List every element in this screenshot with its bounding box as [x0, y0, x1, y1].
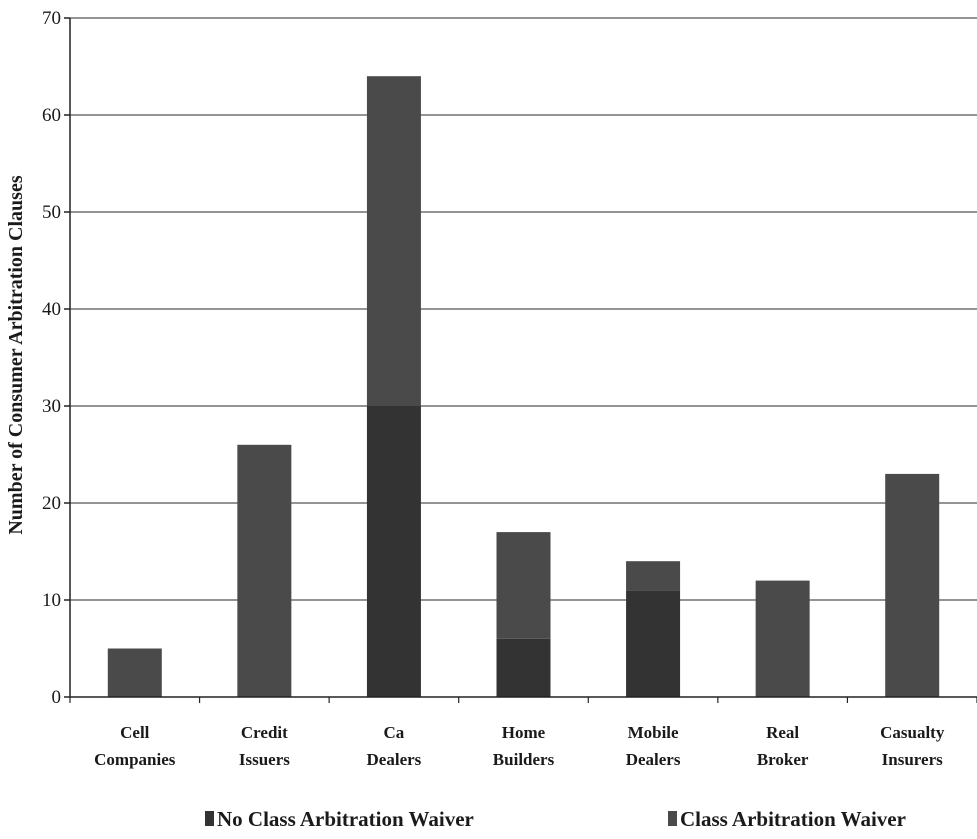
bar-no-waiver-4	[626, 590, 681, 697]
y-tick-label-20: 20	[42, 493, 61, 514]
bars	[107, 76, 940, 697]
bar-waiver-4	[626, 561, 681, 591]
legend-label-0: No Class Arbitration Waiver	[217, 807, 474, 831]
category-label-2-1: Dealers	[367, 750, 422, 769]
y-tick-label-0: 0	[52, 687, 62, 708]
category-label-4-1: Dealers	[626, 750, 681, 769]
category-labels: Cell Companies Credit Issuers Ca Dealers Home B…	[94, 723, 945, 769]
y-tick-label-60: 60	[42, 105, 61, 126]
y-axis-label: Number of Consumer Arbitration Clauses	[5, 175, 27, 534]
y-tick-label-40: 40	[42, 299, 61, 320]
bar-waiver-2	[366, 76, 421, 406]
y-tick-label-70: 70	[42, 8, 61, 29]
y-tick-labels: 0 10 20 30 40 50 60 70	[42, 8, 61, 708]
legend-swatch-0	[205, 811, 214, 826]
bar-waiver-6	[885, 473, 940, 697]
y-tick-label-50: 50	[42, 202, 61, 223]
gridlines	[70, 17, 977, 601]
category-label-1-0: Credit	[241, 723, 288, 742]
category-label-0-1: Companies	[94, 750, 176, 769]
bar-waiver-0	[107, 648, 162, 697]
legend-swatch-1	[668, 811, 677, 826]
bar-waiver-1	[237, 444, 292, 697]
category-label-3-0: Home	[502, 723, 546, 742]
legend-label-1: Class Arbitration Waiver	[680, 807, 906, 831]
category-label-6-0: Casualty	[880, 723, 945, 742]
y-tick-label-10: 10	[42, 590, 61, 611]
bar-waiver-3	[496, 532, 551, 639]
y-tick-label-30: 30	[42, 396, 61, 417]
category-label-1-1: Issuers	[239, 750, 290, 769]
category-label-2-0: Ca	[384, 723, 405, 742]
bar-no-waiver-3	[496, 638, 551, 697]
bar-waiver-5	[755, 580, 810, 697]
category-label-5-0: Real	[766, 723, 799, 742]
legend: No Class Arbitration Waiver Class Arbitra…	[205, 807, 906, 831]
category-label-3-1: Builders	[493, 750, 555, 769]
category-label-5-1: Broker	[757, 750, 809, 769]
bar-no-waiver-2	[366, 406, 421, 697]
category-label-6-1: Insurers	[882, 750, 943, 769]
category-label-4-0: Mobile	[628, 723, 679, 742]
category-label-0-0: Cell	[120, 723, 150, 742]
axes	[64, 17, 977, 703]
